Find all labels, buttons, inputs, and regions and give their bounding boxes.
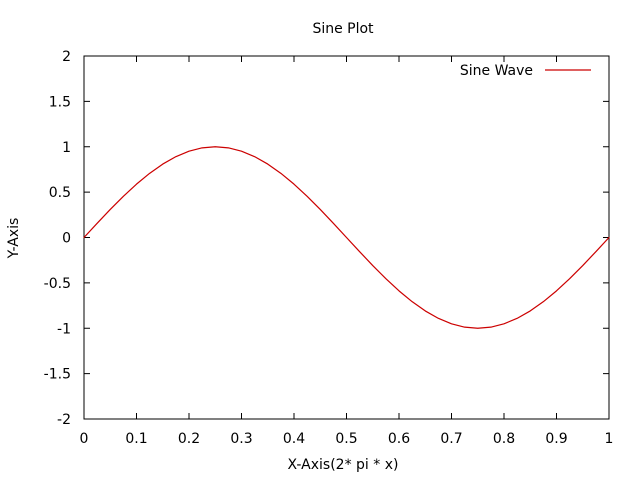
x-tick-label: 1	[605, 431, 614, 447]
y-tick-label: -0.5	[44, 276, 71, 292]
y-axis-tick-labels: -2 -1.5 -1 -0.5 0 0.5 1 1.5 2	[44, 49, 71, 428]
y-tick-label: 0	[62, 231, 71, 247]
y-axis-ticks	[84, 55, 609, 420]
x-tick-label: 0.3	[230, 431, 252, 447]
y-tick-label: 1.5	[49, 94, 71, 110]
x-tick-label: 0.2	[178, 431, 200, 447]
y-tick-label: -1	[57, 321, 71, 337]
x-axis-ticks	[83, 56, 610, 419]
x-tick-label: 0.6	[388, 431, 410, 447]
y-tick-label: 0.5	[49, 185, 71, 201]
x-tick-label: 0.4	[283, 431, 305, 447]
x-tick-label: 0.1	[125, 431, 147, 447]
y-tick-label: -2	[57, 412, 71, 428]
x-tick-label: 0	[80, 431, 89, 447]
chart-title: Sine Plot	[312, 21, 374, 37]
x-tick-label: 0.7	[440, 431, 462, 447]
y-tick-label: 2	[62, 49, 71, 65]
y-axis-label: Y-Axis	[6, 218, 22, 260]
x-tick-label: 0.8	[493, 431, 515, 447]
x-tick-label: 0.9	[545, 431, 567, 447]
series-layer	[83, 146, 610, 329]
x-axis-tick-labels: 0 0.1 0.2 0.3 0.4 0.5 0.6 0.7 0.8 0.9 1	[80, 431, 614, 447]
series-line-sine-wave	[83, 146, 610, 329]
x-tick-label: 0.5	[335, 431, 357, 447]
y-tick-label: -1.5	[44, 367, 71, 383]
legend: Sine Wave	[460, 63, 591, 79]
y-tick-label: 1	[62, 140, 71, 156]
x-axis-label: X-Axis(2* pi * x)	[288, 457, 399, 473]
legend-label-sine-wave: Sine Wave	[460, 63, 533, 79]
